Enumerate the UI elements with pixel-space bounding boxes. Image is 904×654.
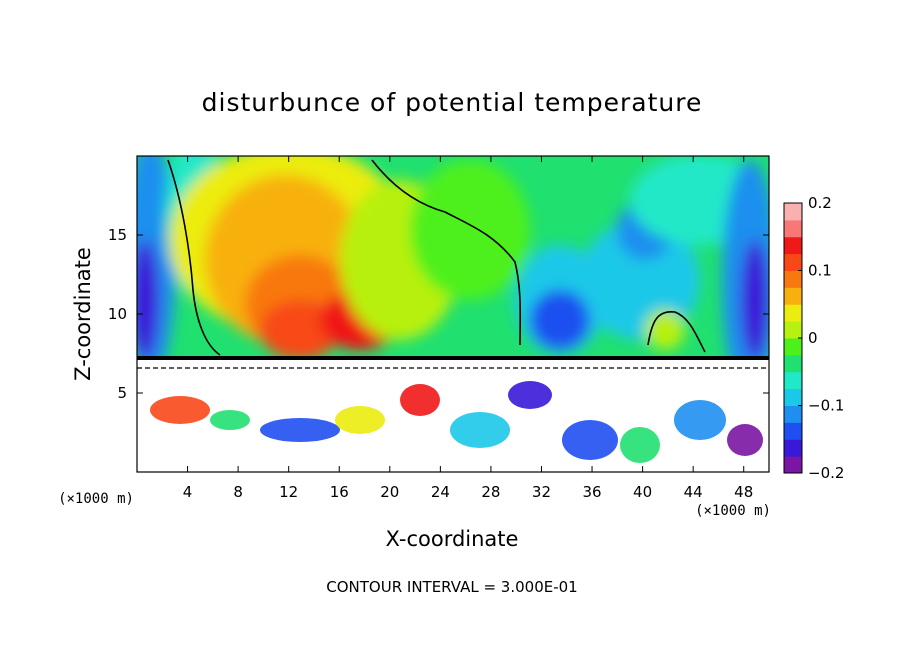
colorbar-swatch <box>784 439 802 457</box>
colorbar-swatch <box>784 219 802 238</box>
y-axis: 5 10 15 <box>108 226 769 402</box>
colorbar-tick-label: 0.2 <box>808 194 832 212</box>
chart-title: disturbunce of potential temperature <box>202 88 703 117</box>
colorbar-swatch <box>784 354 802 373</box>
colorbar-swatch <box>784 321 802 339</box>
x-unit-note-left: (×1000 m) <box>58 491 134 507</box>
colorbar-tick-label: −0.2 <box>808 464 844 482</box>
x-tick-label: 44 <box>684 483 703 501</box>
plot-area <box>137 156 769 472</box>
zero-contour-center <box>371 159 522 346</box>
colorbar-swatch <box>784 456 802 474</box>
x-tick-label: 48 <box>734 483 753 501</box>
colorbar-swatch <box>784 236 802 255</box>
y-tick-label: 5 <box>117 384 127 402</box>
x-tick-label: 32 <box>532 483 551 501</box>
lower-turbulent-layer <box>137 358 769 472</box>
y-tick-label: 15 <box>108 226 127 244</box>
colorbar-swatch <box>784 270 802 288</box>
zero-contour-left <box>167 159 221 356</box>
x-axis-label: X-coordinate <box>386 527 519 551</box>
colorbar <box>784 203 802 474</box>
colorbar-tick-label: −0.1 <box>808 397 844 415</box>
colorbar-swatch <box>784 371 802 390</box>
colorbar-swatch <box>784 287 802 305</box>
zero-contour-right <box>647 311 706 353</box>
x-tick-label: 24 <box>431 483 450 501</box>
colorbar-ticks: 0.2 0.1 0 −0.1 −0.2 <box>798 194 844 482</box>
x-tick-label: 40 <box>633 483 652 501</box>
x-tick-label: 12 <box>279 483 298 501</box>
colorbar-tick-label: 0 <box>808 329 818 347</box>
colorbar-swatch <box>784 422 802 440</box>
x-axis: 4 8 12 16 20 24 28 32 36 40 44 48 <box>183 156 753 501</box>
x-tick-label: 20 <box>380 483 399 501</box>
contour-interval-note: CONTOUR INTERVAL = 3.000E-01 <box>326 578 577 596</box>
colorbar-swatch <box>784 304 802 322</box>
colorbar-swatch <box>784 203 802 221</box>
x-tick-label: 28 <box>481 483 500 501</box>
y-tick-label: 10 <box>108 305 127 323</box>
colorbar-swatch <box>784 253 802 271</box>
x-tick-label: 8 <box>233 483 243 501</box>
x-unit-note-right: (×1000 m) <box>695 503 771 519</box>
x-tick-label: 16 <box>330 483 349 501</box>
colorbar-swatch <box>784 405 802 423</box>
temperature-field <box>137 156 769 400</box>
colorbar-tick-label: 0.1 <box>808 262 832 280</box>
colorbar-swatch <box>784 338 802 356</box>
colorbar-swatch <box>784 388 802 406</box>
x-tick-label: 4 <box>183 483 193 501</box>
y-axis-label: Z-coordinate <box>71 247 95 381</box>
x-tick-label: 36 <box>582 483 601 501</box>
